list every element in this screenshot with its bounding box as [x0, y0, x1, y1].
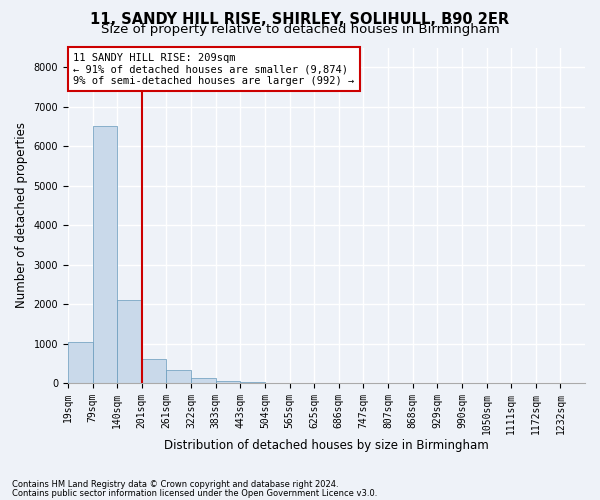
- Text: Size of property relative to detached houses in Birmingham: Size of property relative to detached ho…: [101, 22, 499, 36]
- Bar: [240, 382, 265, 383]
- Y-axis label: Number of detached properties: Number of detached properties: [15, 122, 28, 308]
- Bar: [166, 370, 191, 383]
- Bar: [68, 342, 92, 383]
- X-axis label: Distribution of detached houses by size in Birmingham: Distribution of detached houses by size …: [164, 440, 489, 452]
- Text: Contains public sector information licensed under the Open Government Licence v3: Contains public sector information licen…: [12, 489, 377, 498]
- Bar: [215, 381, 240, 383]
- Bar: [117, 300, 142, 383]
- Bar: [142, 360, 166, 383]
- Text: 11 SANDY HILL RISE: 209sqm
← 91% of detached houses are smaller (9,874)
9% of se: 11 SANDY HILL RISE: 209sqm ← 91% of deta…: [73, 52, 355, 86]
- Text: Contains HM Land Registry data © Crown copyright and database right 2024.: Contains HM Land Registry data © Crown c…: [12, 480, 338, 489]
- Bar: [92, 126, 117, 383]
- Bar: [191, 378, 215, 383]
- Text: 11, SANDY HILL RISE, SHIRLEY, SOLIHULL, B90 2ER: 11, SANDY HILL RISE, SHIRLEY, SOLIHULL, …: [91, 12, 509, 28]
